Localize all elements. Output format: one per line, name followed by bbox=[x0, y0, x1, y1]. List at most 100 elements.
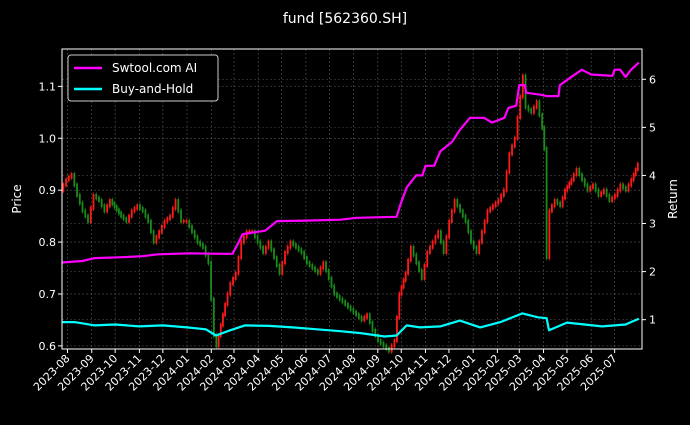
candle-body bbox=[494, 201, 497, 208]
candle-body bbox=[619, 183, 622, 192]
candle-body bbox=[586, 183, 589, 192]
candle-body bbox=[575, 167, 578, 177]
candle-body bbox=[556, 199, 559, 205]
y-axis-left: 0.6 0.7 0.8 0.9 1.0 1.1 bbox=[39, 80, 62, 353]
candle-body bbox=[548, 209, 551, 260]
candle-body bbox=[341, 297, 344, 304]
candle-body bbox=[219, 323, 222, 338]
candle-body bbox=[442, 240, 445, 254]
candle-body bbox=[377, 334, 379, 343]
candles bbox=[62, 72, 639, 355]
candle-body bbox=[262, 245, 264, 254]
candle-body bbox=[578, 167, 581, 177]
y-axis-label-right: Return bbox=[666, 179, 680, 219]
candle-body bbox=[407, 258, 409, 275]
candle-body bbox=[155, 235, 158, 244]
candle-body bbox=[581, 173, 583, 182]
candle-body bbox=[371, 321, 374, 332]
candle-body bbox=[412, 245, 415, 257]
candle-body bbox=[445, 235, 448, 254]
candle-body bbox=[78, 193, 81, 205]
candle-body bbox=[475, 245, 478, 254]
candle-body bbox=[437, 230, 440, 239]
candle-body bbox=[243, 235, 245, 244]
candle-body bbox=[325, 261, 327, 273]
candle-body bbox=[349, 305, 352, 312]
candle-body bbox=[589, 186, 592, 192]
candle-body bbox=[108, 199, 111, 208]
buy-hold-return-line bbox=[62, 312, 640, 338]
candle-body bbox=[150, 219, 152, 234]
candle-body bbox=[292, 240, 295, 247]
candle-body bbox=[346, 302, 349, 309]
candle-body bbox=[594, 183, 597, 192]
candle-body bbox=[527, 105, 530, 112]
candle-body bbox=[497, 199, 500, 205]
candle-body bbox=[511, 144, 513, 156]
candle-body bbox=[561, 196, 564, 208]
candle-body bbox=[516, 116, 519, 140]
candle-body bbox=[319, 266, 322, 275]
candle-body bbox=[634, 167, 637, 177]
y-tick-label-right: 6 bbox=[649, 73, 656, 86]
candle-body bbox=[98, 196, 100, 203]
candle-body bbox=[602, 188, 605, 195]
candle-body bbox=[248, 230, 251, 234]
candle-body bbox=[478, 240, 481, 254]
candle-body bbox=[222, 313, 224, 327]
candle-body bbox=[393, 339, 396, 348]
candle-body bbox=[570, 178, 573, 185]
candle-body bbox=[502, 188, 505, 197]
candle-body bbox=[191, 225, 193, 234]
candle-body bbox=[185, 219, 188, 223]
legend: Swtool.com AI Buy-and-Hold bbox=[67, 54, 219, 102]
candle-body bbox=[489, 206, 492, 213]
candle-body bbox=[73, 173, 76, 187]
candle-body bbox=[592, 183, 594, 190]
candle-body bbox=[583, 178, 586, 187]
candle-body bbox=[120, 211, 122, 218]
candle-body bbox=[551, 204, 553, 213]
candle-body bbox=[133, 206, 136, 213]
candle-body bbox=[559, 201, 562, 208]
y-tick-label-left: 0.8 bbox=[39, 236, 57, 249]
candle-body bbox=[327, 269, 330, 280]
candle-body bbox=[128, 214, 130, 223]
candle-body bbox=[624, 186, 627, 192]
candle-body bbox=[450, 209, 453, 223]
candle-body bbox=[308, 261, 311, 267]
candle-body bbox=[139, 204, 141, 210]
y-tick-label-left: 0.7 bbox=[39, 288, 57, 301]
candle-body bbox=[470, 230, 472, 244]
candle-body bbox=[409, 245, 412, 262]
candle-body bbox=[152, 230, 155, 244]
candle-body bbox=[158, 230, 161, 239]
candle-body bbox=[605, 188, 608, 197]
candle-body bbox=[535, 100, 538, 109]
candle-body bbox=[253, 230, 256, 239]
candle-body bbox=[431, 240, 434, 249]
candle-body bbox=[174, 199, 177, 210]
candle-body bbox=[144, 209, 147, 218]
candle-body bbox=[166, 217, 169, 223]
candle-body bbox=[467, 219, 470, 234]
candle-body bbox=[118, 208, 120, 215]
candle-body bbox=[456, 199, 459, 208]
candle-body bbox=[240, 240, 243, 260]
candle-body bbox=[160, 225, 163, 234]
candle-body bbox=[130, 209, 133, 218]
candle-body bbox=[76, 183, 78, 197]
candle-body bbox=[630, 178, 633, 187]
candle-body bbox=[616, 188, 619, 197]
candle-body bbox=[508, 152, 511, 174]
candle-body bbox=[566, 185, 569, 192]
candle-body bbox=[404, 271, 407, 282]
candle-body bbox=[611, 196, 614, 203]
candle-body bbox=[553, 199, 556, 208]
candle-body bbox=[65, 178, 68, 187]
candle-body bbox=[366, 313, 368, 319]
candle-body bbox=[464, 214, 467, 223]
candle-body bbox=[505, 170, 508, 192]
candle-body bbox=[169, 214, 171, 221]
